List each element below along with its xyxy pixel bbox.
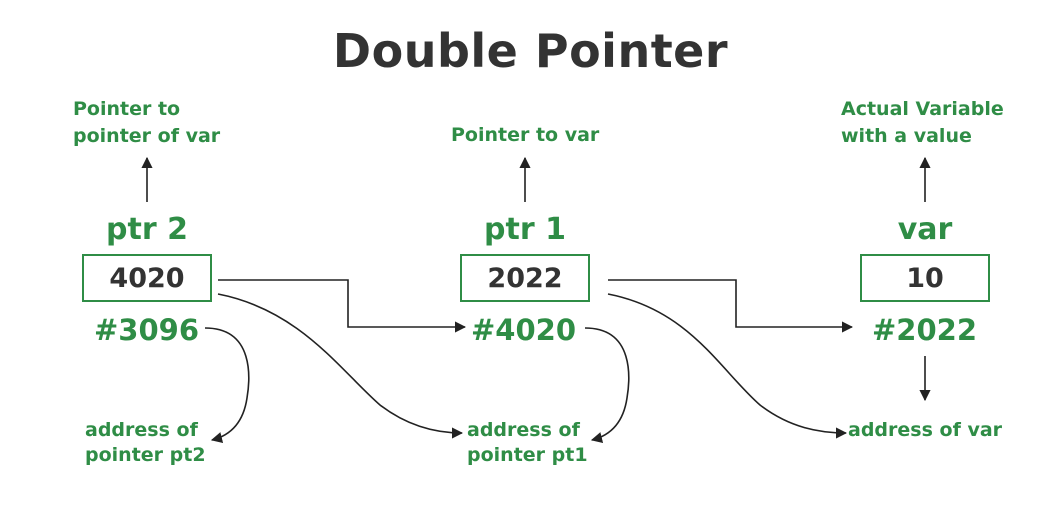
ptr1-note-line2: pointer pt1	[467, 444, 588, 466]
var-note-line1: address of var	[848, 419, 1003, 441]
var-address-note: address of var	[848, 418, 1002, 443]
ptr2-note-line2: pointer pt2	[85, 444, 206, 466]
ptr1-note-line1: address of	[467, 419, 580, 441]
diagram-title: Double Pointer	[332, 24, 729, 78]
ptr2-address-note: address of pointer pt2	[85, 418, 206, 468]
ptr2-box-to-note-curve	[217, 293, 464, 439]
ptr1-value-box: 2022	[460, 254, 590, 302]
var-description: Actual Variable with a value	[841, 96, 1004, 150]
ptr2-value-box: 4020	[82, 254, 212, 302]
ptr2-address: #3096	[94, 313, 200, 347]
ptr2-name: ptr 2	[106, 212, 188, 247]
ptr2-description-line1: Pointer to	[73, 98, 181, 120]
ptr2-address-hook	[204, 327, 250, 443]
ptr1-description-line1: Pointer to var	[451, 124, 600, 146]
var-value-box: 10	[860, 254, 990, 302]
ptr2-to-ptr1-arrow	[218, 279, 467, 333]
ptr1-name: ptr 1	[484, 212, 566, 247]
ptr1-to-var-arrow	[608, 279, 854, 333]
ptr1-address: #4020	[471, 313, 577, 347]
ptr2-description-line2: pointer of var	[73, 125, 221, 147]
var-description-line1: Actual Variable	[841, 98, 1004, 120]
ptr2-note-line1: address of	[85, 419, 198, 441]
var-address: #2022	[872, 313, 978, 347]
var-description-line2: with a value	[841, 125, 972, 147]
var-name: var	[897, 212, 953, 247]
ptr1-description: Pointer to var	[451, 122, 599, 149]
ptr1-address-note: address of pointer pt1	[467, 418, 588, 468]
ptr1-address-hook	[584, 327, 630, 443]
ptr1-box-to-note-curve	[607, 293, 848, 439]
ptr2-description: Pointer to pointer of var	[73, 96, 220, 150]
